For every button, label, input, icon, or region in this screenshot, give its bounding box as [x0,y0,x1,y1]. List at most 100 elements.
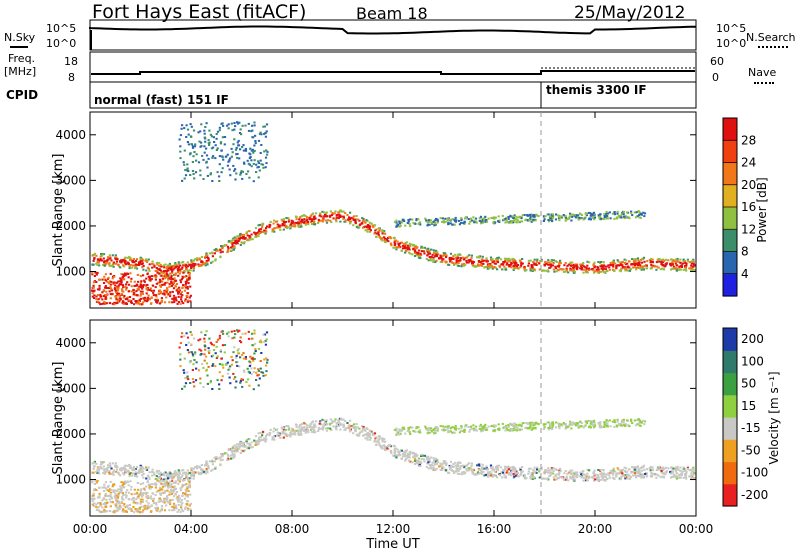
velocity-cell [489,471,492,473]
power-cell [596,265,599,268]
velocity-cell [283,429,286,432]
velocity-cell [112,489,115,492]
velocity-cell [468,462,471,465]
power-cell [211,260,214,263]
power-cell [248,234,251,237]
velocity-cell [664,466,668,469]
velocity-cell [586,468,589,471]
power-cell [284,226,287,229]
power-cell [131,266,134,269]
velocity-cell [186,487,189,490]
power-cell [186,279,189,282]
power-cell [663,265,666,268]
velocity-cell [181,502,184,505]
power-cell [419,257,422,260]
velocity-cell [652,472,655,475]
velocity-cell [414,454,417,456]
velocity-cell [365,427,368,430]
velocity-cell [119,474,122,477]
power-cell [93,280,96,283]
power-cell [505,258,508,261]
power-cell [121,276,124,279]
power-cell [245,231,248,234]
velocity-cell [239,452,242,454]
power-cell [110,259,113,262]
power-cell [192,267,196,270]
power-cell [185,275,188,278]
power-cell [446,219,449,222]
power-cell [593,265,596,268]
velocity-cell [136,510,139,513]
velocity-cell [304,428,307,431]
power-cell [257,139,261,142]
power-cell [640,213,643,216]
power-cell [512,269,515,271]
velocity-cell [637,467,640,470]
velocity-cell [635,476,638,479]
power-cell [650,263,653,266]
power-cell [191,145,195,148]
velocity-cell [93,488,96,491]
power-cell [193,151,196,153]
velocity-cell [138,470,141,473]
velocity-cell [390,452,393,455]
power-cell [419,252,422,255]
power-cell [435,259,438,262]
power-cell [671,267,674,270]
power-cell [551,213,554,216]
velocity-cell [205,467,208,470]
power-cell [534,219,537,222]
power-cell [620,267,623,270]
power-cell [491,216,494,219]
power-cell [264,156,268,159]
velocity-cell [105,469,108,472]
power-cell [485,257,488,260]
power-cell [120,259,123,262]
power-cell [547,219,550,221]
velocity-cell [233,455,236,457]
power-cell [99,303,102,306]
power-cell [235,153,238,156]
power-cell [626,262,629,265]
power-cell [129,264,132,266]
power-cell [259,228,263,231]
power-cell [105,262,108,265]
velocity-cell [195,467,199,470]
power-cell [254,236,257,238]
velocity-cell [452,465,455,468]
velocity-cell [304,431,307,434]
power-cell [520,220,524,223]
power-cell [456,259,459,262]
velocity-cell [151,474,154,477]
velocity-cell [604,476,608,479]
power-cell [565,269,568,272]
velocity-cell [366,438,369,441]
velocity-cell [135,498,138,501]
power-cell [398,242,402,245]
velocity-cell [671,470,674,473]
power-cell [176,271,180,274]
power-cell [158,272,161,275]
power-cell [210,147,213,150]
power-cell [563,264,566,267]
velocity-cell [441,462,445,465]
velocity-cell [257,443,260,446]
velocity-cell [197,473,201,476]
velocity-cell [182,469,185,471]
velocity-cell [164,481,167,484]
velocity-cell [178,480,181,483]
velocity-cell [595,476,598,479]
velocity-cell [368,433,372,436]
velocity-cell [148,471,151,474]
power-cell [287,217,290,220]
power-cell [405,249,408,252]
power-cell [637,261,640,264]
velocity-cell [303,422,306,425]
power-cell [116,258,119,261]
velocity-cell [310,431,314,433]
power-cell [179,293,182,296]
velocity-cell [152,492,155,495]
power-cell [390,244,393,247]
power-cell [683,265,687,267]
velocity-cell [285,432,288,435]
